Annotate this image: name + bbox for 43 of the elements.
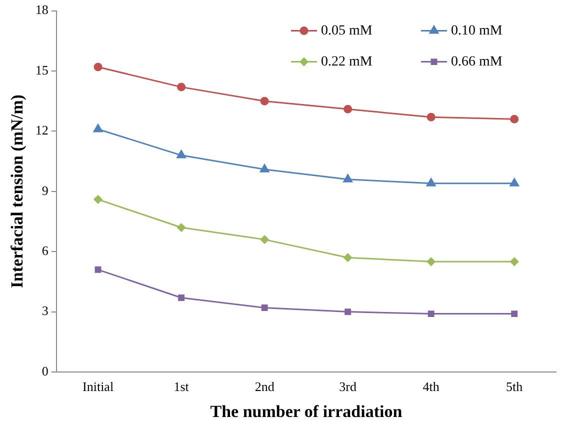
x-tick-label: 5th bbox=[506, 379, 524, 394]
y-tick-label: 18 bbox=[35, 2, 48, 18]
point bbox=[94, 195, 102, 204]
x-axis-title: The number of irradiation bbox=[210, 402, 403, 422]
legend-label: 0.05 mM bbox=[321, 23, 373, 38]
point bbox=[177, 223, 186, 232]
legend-label: 0.22 mM bbox=[321, 54, 373, 70]
point bbox=[426, 257, 436, 266]
y-tick-label: 6 bbox=[42, 243, 49, 258]
point bbox=[177, 82, 186, 92]
point bbox=[94, 266, 102, 273]
point bbox=[176, 150, 186, 158]
y-tick-label: 9 bbox=[42, 182, 48, 198]
point bbox=[261, 304, 268, 312]
point bbox=[260, 235, 269, 244]
legend-label: 0.10 mM bbox=[451, 23, 503, 38]
point bbox=[511, 310, 518, 318]
point bbox=[93, 124, 103, 132]
point bbox=[344, 104, 352, 114]
x-tick-label: 1st bbox=[174, 379, 190, 394]
x-tick-label: 4th bbox=[422, 379, 440, 394]
x-tick-label: 2nd bbox=[254, 379, 275, 394]
point bbox=[343, 174, 352, 182]
point bbox=[260, 164, 270, 172]
point bbox=[178, 294, 185, 301]
y-tick-label: 15 bbox=[35, 62, 48, 78]
y-tick-label: 3 bbox=[42, 303, 48, 318]
point bbox=[510, 114, 519, 124]
point bbox=[94, 62, 102, 72]
point bbox=[426, 178, 436, 186]
point bbox=[426, 112, 436, 122]
y-axis-title: Interfacial tension (mN/m) bbox=[8, 94, 27, 288]
point bbox=[428, 310, 434, 318]
point bbox=[344, 308, 352, 316]
y-tick-label: 0 bbox=[42, 363, 48, 378]
y-tick-label: 12 bbox=[35, 122, 48, 138]
point bbox=[510, 178, 520, 186]
legend-label: 0.66 mM bbox=[451, 54, 503, 70]
point bbox=[260, 96, 269, 106]
point bbox=[344, 253, 352, 262]
point bbox=[510, 257, 519, 266]
x-tick-label: Initial bbox=[82, 379, 114, 394]
x-tick-label: 3rd bbox=[339, 379, 357, 394]
